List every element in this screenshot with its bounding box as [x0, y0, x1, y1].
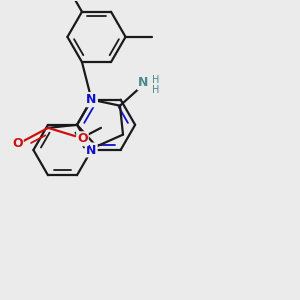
- Text: H: H: [152, 85, 159, 94]
- Text: O: O: [12, 137, 23, 150]
- Text: N: N: [86, 93, 97, 106]
- Text: N: N: [86, 143, 97, 157]
- Text: H: H: [152, 75, 159, 85]
- Text: O: O: [77, 132, 88, 145]
- Text: N: N: [138, 76, 148, 89]
- Text: N: N: [86, 93, 97, 106]
